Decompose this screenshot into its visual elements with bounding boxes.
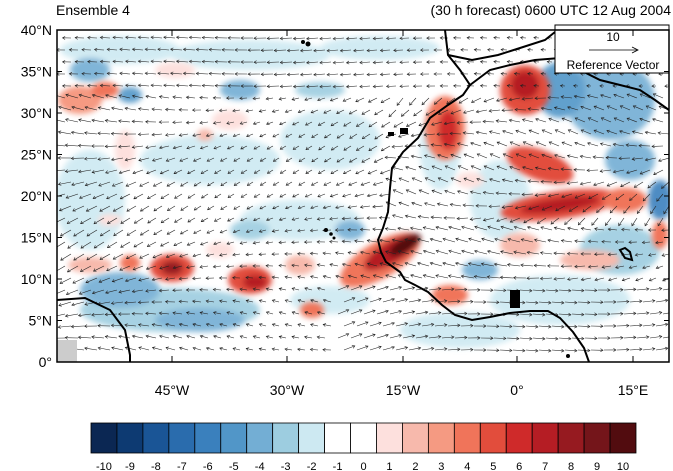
colorbar-swatch (246, 422, 274, 454)
colorbar-label: -5 (229, 461, 239, 471)
lat-tick-label: 40°N (21, 22, 52, 38)
colorbar-label: 3 (438, 461, 444, 471)
coastlines (57, 30, 669, 362)
colorbar-swatch (531, 422, 559, 454)
colorbar-label: -3 (281, 461, 291, 471)
colorbar-swatch (583, 422, 611, 454)
lat-tick-label: 15°N (21, 230, 52, 246)
colorbar-label: -6 (203, 461, 213, 471)
colorbar-swatch (168, 422, 196, 454)
colorbar-label: 4 (464, 461, 470, 471)
colorbar-swatch (427, 422, 455, 454)
colorbar: -10 -9 -8 -7 -6 -5 -4 -3 -2 -1 0 1 2 3 4 5 6 7 8 9 10 (90, 422, 637, 471)
colorbar-swatch (220, 422, 248, 454)
lat-tick-label: 10°N (21, 271, 52, 287)
colorbar-swatch (194, 422, 222, 454)
lon-tick-label: 15°W (386, 382, 421, 398)
lat-tick-label: 35°N (21, 64, 52, 80)
lon-tick-label: 0° (510, 382, 523, 398)
colorbar-label: 9 (594, 461, 600, 471)
lat-tick-label: 25°N (21, 147, 52, 163)
lat-tick-label: 30°N (21, 105, 52, 121)
colorbar-swatch (298, 422, 325, 454)
colorbar-label: -9 (125, 461, 135, 471)
colorbar-swatch (142, 422, 170, 454)
colorbar-swatch (350, 422, 377, 454)
colorbar-label: 2 (412, 461, 418, 471)
colorbar-label: -4 (255, 461, 265, 471)
lat-tick-label: 5°N (29, 313, 53, 329)
islands (301, 40, 570, 358)
colorbar-swatch (453, 422, 481, 454)
colorbar-label: 8 (568, 461, 574, 471)
colorbar-label: -1 (333, 461, 343, 471)
colorbar-swatch (272, 422, 300, 454)
lon-tick-label: 30°W (270, 382, 305, 398)
colorbar-swatch (402, 422, 429, 454)
reference-vector-label: Reference Vector (567, 58, 660, 72)
missing-data-patch (57, 340, 77, 362)
reference-vector-value: 10 (606, 30, 620, 44)
colorbar-label: -2 (307, 461, 317, 471)
colorbar-label: -8 (151, 461, 161, 471)
colorbar-swatch (505, 422, 533, 454)
lat-tick-label: 0° (39, 354, 52, 370)
latitude-axis: 40°N 35°N 30°N 25°N 20°N 15°N 10°N 5°N 0° (21, 22, 669, 370)
colorbar-label: 7 (542, 461, 548, 471)
colorbar-label: 6 (516, 461, 522, 471)
longitude-axis: 45°W 30°W 15°W 0° 15°E (155, 30, 648, 398)
colorbar-label: 10 (617, 461, 629, 471)
lon-tick-label: 45°W (155, 382, 190, 398)
colorbar-swatch (90, 422, 118, 454)
colorbar-label: 5 (490, 461, 496, 471)
colorbar-label: 0 (360, 461, 366, 471)
colorbar-swatch (116, 422, 144, 454)
colorbar-swatch (557, 422, 585, 454)
reference-vector-box: 10 Reference Vector (554, 24, 670, 74)
colorbar-swatch (609, 422, 637, 454)
lat-tick-label: 20°N (21, 188, 52, 204)
colorbar-label: 1 (386, 461, 392, 471)
colorbar-swatch (324, 422, 351, 454)
colorbar-label: -7 (177, 461, 187, 471)
lon-tick-label: 15°E (618, 382, 649, 398)
colorbar-label: -10 (96, 461, 112, 471)
plot-title-right: (30 h forecast) 0600 UTC 12 Aug 2004 (430, 2, 671, 18)
colorbar-swatch (376, 422, 403, 454)
colorbar-swatch (479, 422, 507, 454)
plot-title-left: Ensemble 4 (56, 2, 130, 18)
